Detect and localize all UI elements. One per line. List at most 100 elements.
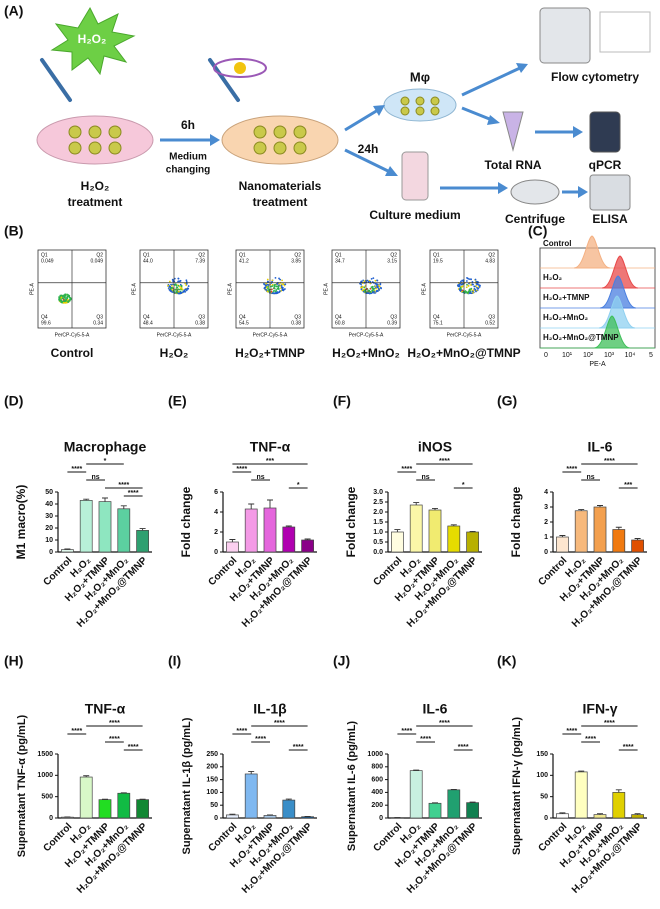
y-tick-label: 40 — [45, 501, 53, 508]
bar — [447, 789, 461, 819]
significance-label: * — [462, 482, 465, 489]
flow-event — [67, 294, 69, 296]
significance-label: **** — [401, 728, 412, 735]
significance-label: **** — [109, 736, 120, 743]
histogram-label: H₂O₂ — [543, 273, 563, 282]
flow-event — [284, 283, 287, 286]
bar — [409, 770, 423, 819]
flow-event — [369, 292, 371, 295]
flow-event — [469, 291, 472, 294]
cells-label: Mφ — [410, 69, 430, 84]
quadrant-name: Q4 — [239, 314, 246, 320]
flow-event — [175, 288, 178, 290]
dish-label: H₂O₂ — [81, 179, 110, 193]
y-axis-label: Supernatant TNF-α (pg/mL) — [16, 714, 28, 857]
y-tick-label: 600 — [371, 776, 383, 783]
quadrant-value: 0.52 — [485, 320, 495, 326]
y-tick-label: 0.0 — [373, 549, 383, 556]
panel-label: (D) — [4, 393, 23, 409]
flow-event — [266, 286, 268, 289]
flow-event — [64, 293, 67, 296]
error-bar — [634, 538, 641, 540]
flow-event — [371, 285, 374, 288]
flow-event — [176, 289, 178, 292]
flow-event — [466, 277, 468, 279]
y-tick-label: 50 — [540, 794, 548, 801]
flow-event — [367, 280, 370, 283]
quadrant-value: 0.049 — [41, 258, 54, 264]
quadrant-name: Q2 — [198, 252, 205, 258]
y-tick-label: 0 — [49, 549, 53, 556]
error-bar — [120, 505, 127, 509]
y-tick-label: 6 — [214, 489, 218, 496]
histogram-label: H₂O₂+MnO₂ — [543, 313, 589, 322]
histogram-label: H₂O₂+TMNP — [543, 293, 590, 302]
flow-event — [360, 286, 363, 289]
flow-event — [178, 285, 181, 288]
bar — [61, 549, 74, 553]
panel-label: (E) — [168, 393, 187, 409]
output-label: Total RNA — [484, 158, 541, 172]
significance-label: **** — [293, 744, 304, 751]
y-tick-label: 150 — [536, 751, 548, 758]
histogram-peak — [598, 295, 636, 329]
flow-event — [373, 288, 375, 290]
flow-event — [376, 290, 379, 292]
quadrant-name: Q1 — [433, 252, 440, 258]
flow-event — [62, 301, 65, 304]
bar — [117, 508, 131, 553]
quadrant-value: 99.6 — [41, 320, 51, 326]
significance-label: * — [104, 458, 107, 465]
y-axis-label: Supernatant IFN-γ (pg/mL) — [511, 717, 523, 855]
flow-x-label: PerCP-Cy5-5-A — [253, 332, 288, 338]
error-bar — [615, 789, 622, 793]
error-bar — [267, 814, 273, 816]
flow-event — [279, 278, 282, 281]
significance-label: **** — [274, 720, 285, 727]
bar — [98, 501, 112, 553]
y-tick-label: 10 — [45, 537, 53, 544]
y-tick-label: 3.0 — [373, 489, 383, 496]
flow-event — [474, 278, 477, 281]
y-axis-label: Supernatant IL-1β (pg/mL) — [181, 717, 193, 854]
quadrant-name: Q4 — [143, 314, 150, 320]
error-bar — [139, 528, 146, 531]
flow-y-label: PE-A — [29, 283, 35, 295]
y-tick-label: 0 — [214, 815, 218, 822]
flow-event — [360, 288, 363, 291]
significance-label: **** — [255, 736, 266, 743]
chart-title: IL-6 — [423, 701, 448, 717]
error-bar — [432, 802, 438, 804]
flow-event — [470, 284, 472, 286]
flow-event — [175, 291, 178, 294]
y-tick-label: 200 — [206, 764, 218, 771]
flow-event — [62, 294, 65, 297]
y-tick-label: 0 — [49, 815, 53, 822]
output-label: qPCR — [589, 158, 622, 172]
flow-event — [361, 289, 364, 292]
flow-event — [67, 301, 70, 304]
significance-label: **** — [458, 744, 469, 751]
y-tick-label: 1000 — [367, 751, 383, 758]
flow-event — [60, 299, 63, 302]
flow-event — [281, 288, 284, 291]
flow-event — [470, 287, 473, 290]
flow-event — [457, 284, 459, 287]
tube — [401, 151, 429, 201]
flow-event — [278, 277, 280, 280]
bar — [226, 814, 239, 819]
flow-event — [371, 289, 374, 292]
reagent: H₂O₂ — [78, 32, 107, 46]
quadrant-name: Q2 — [294, 252, 301, 258]
nanoparticle — [234, 62, 246, 74]
chart-title: IL-6 — [588, 439, 613, 455]
chart-title: TNF-α — [250, 439, 291, 455]
histogram-peak — [601, 255, 639, 289]
bar — [282, 799, 296, 819]
flow-event — [475, 285, 478, 287]
flow-event — [273, 292, 276, 295]
error-bar — [394, 529, 401, 532]
dish — [221, 115, 339, 165]
flow-event — [373, 291, 375, 294]
